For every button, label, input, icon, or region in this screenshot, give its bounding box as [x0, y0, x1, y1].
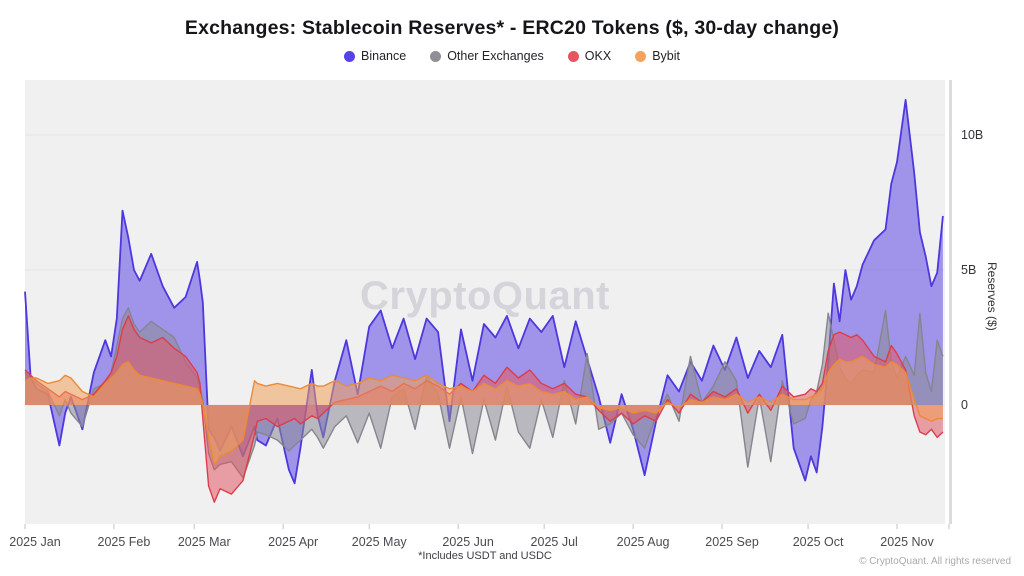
legend-label: Other Exchanges — [447, 49, 544, 63]
x-axis-label: 2025 Mar — [177, 535, 231, 549]
x-axis-label: 2025 Jan — [9, 535, 61, 549]
legend-item-binance[interactable]: Binance — [344, 49, 406, 63]
y-axis-line — [949, 80, 952, 524]
y-axis-title: Reserves ($) — [985, 262, 999, 331]
footnote: *Includes USDT and USDC — [418, 550, 552, 562]
y-axis-tick-label: 0 — [961, 398, 968, 412]
y-axis-tick-label: 10B — [961, 128, 984, 142]
legend-dot-icon — [430, 50, 442, 62]
x-axis-label: 2025 Oct — [792, 535, 844, 549]
x-axis-label: 2025 Apr — [268, 535, 319, 549]
legend-label: Binance — [361, 49, 407, 63]
legend-label: Bybit — [652, 49, 680, 63]
legend-label: OKX — [584, 49, 612, 63]
series-area-binance — [25, 99, 943, 484]
chart-title: Exchanges: Stablecoin Reserves* - ERC20 … — [184, 17, 840, 39]
legend: Binance Other Exchanges OKX Bybit — [0, 49, 1024, 63]
legend-item-other-exchanges[interactable]: Other Exchanges — [430, 49, 544, 63]
x-axis-label: 2025 Feb — [97, 535, 151, 549]
series-line-other-exchanges — [24, 307, 944, 479]
plot-area-background — [25, 80, 945, 524]
series-line-bybit — [24, 355, 943, 466]
x-axis-label: 2025 Sep — [705, 535, 759, 549]
legend-item-bybit[interactable]: Bybit — [635, 49, 680, 63]
y-axis-tick-label: 5B — [961, 263, 977, 277]
copyright: © CryptoQuant. All rights reserved — [859, 556, 1011, 567]
x-axis-label: 2025 Jul — [530, 535, 578, 549]
x-axis-label: 2025 Nov — [880, 535, 934, 549]
legend-dot-icon — [344, 50, 355, 62]
legend-dot-icon — [567, 50, 579, 62]
legend-item-okx[interactable]: OKX — [567, 49, 612, 63]
x-axis-label: 2025 May — [351, 535, 407, 549]
x-axis-label: 2025 Jun — [442, 535, 494, 549]
x-axis-label: 2025 Aug — [616, 535, 670, 549]
legend-dot-icon — [635, 50, 647, 62]
